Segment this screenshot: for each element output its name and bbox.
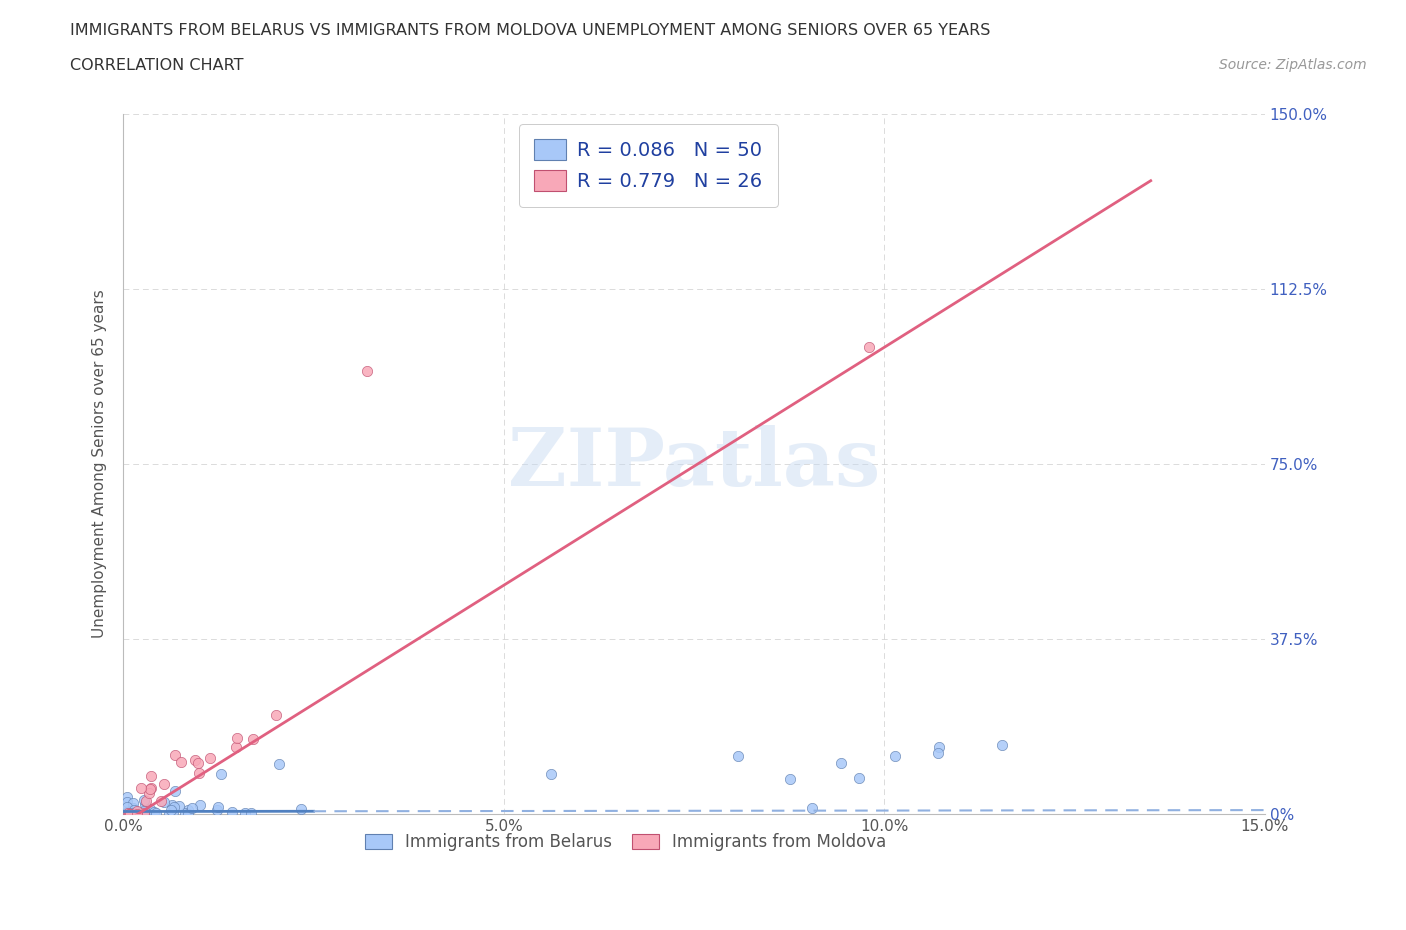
Point [174,805,197,820]
Point [883,749,905,764]
Point [176,806,198,821]
Point [134,796,156,811]
Point [167,798,190,813]
Point [117,806,139,821]
Point [152,795,174,810]
Point [115,790,138,804]
Point [848,770,870,785]
Point [143,804,166,819]
Point [170,755,193,770]
Point [125,805,148,820]
Point [135,794,157,809]
Point [122,795,145,810]
Point [267,756,290,771]
Text: ZIPatlas: ZIPatlas [508,425,880,503]
Point [264,708,287,723]
Point [225,740,247,755]
Point [188,765,211,780]
Point [165,748,187,763]
Point [356,363,378,378]
Point [127,806,149,821]
Point [240,806,263,821]
Point [830,755,852,770]
Point [117,805,139,820]
Point [134,804,156,818]
Point [181,801,204,816]
Point [129,780,152,795]
Point [134,804,156,819]
Point [187,755,209,770]
Point [858,339,880,354]
Point [927,746,949,761]
Point [207,800,229,815]
Point [165,783,187,798]
Text: IMMIGRANTS FROM BELARUS VS IMMIGRANTS FROM MOLDOVA UNEMPLOYMENT AMONG SENIORS OV: IMMIGRANTS FROM BELARUS VS IMMIGRANTS FR… [70,23,991,38]
Point [198,751,221,765]
Point [132,792,155,807]
Point [132,805,155,820]
Point [226,731,249,746]
Point [122,803,145,817]
Point [177,803,200,817]
Point [150,794,173,809]
Point [779,772,801,787]
Point [153,777,176,791]
Legend: Immigrants from Belarus, Immigrants from Moldova: Immigrants from Belarus, Immigrants from… [359,827,893,858]
Y-axis label: Unemployment Among Seniors over 65 years: Unemployment Among Seniors over 65 years [93,289,107,638]
Point [160,798,183,813]
Point [139,780,162,795]
Point [127,804,149,818]
Point [221,804,243,819]
Point [209,766,232,781]
Point [115,800,138,815]
Point [160,803,183,817]
Point [928,739,950,754]
Point [114,806,136,821]
Point [727,748,749,763]
Point [115,794,138,809]
Point [139,802,162,817]
Point [163,799,186,814]
Point [120,806,142,821]
Point [991,737,1014,752]
Point [139,781,162,796]
Point [183,752,205,767]
Point [242,731,264,746]
Point [233,805,256,820]
Point [162,804,184,819]
Point [190,798,212,813]
Point [801,801,824,816]
Point [145,806,167,821]
Point [290,802,312,817]
Point [157,806,180,821]
Point [117,804,139,818]
Point [125,804,148,818]
Point [540,766,562,781]
Text: Source: ZipAtlas.com: Source: ZipAtlas.com [1219,58,1367,72]
Text: CORRELATION CHART: CORRELATION CHART [70,58,243,73]
Point [207,803,229,817]
Point [117,806,139,821]
Point [138,785,160,800]
Point [120,805,142,820]
Point [141,768,163,783]
Point [121,800,143,815]
